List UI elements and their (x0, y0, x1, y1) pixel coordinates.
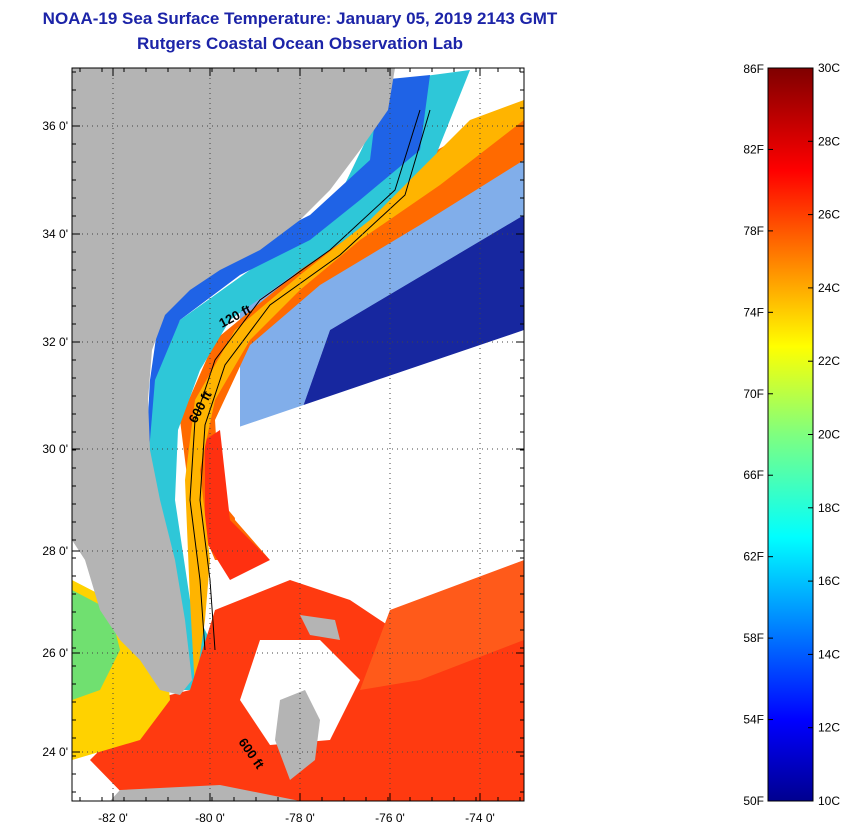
lon-label: -76 0' (375, 811, 405, 825)
map-frame (71, 67, 525, 802)
colorbar-f-label: 54F (743, 713, 764, 727)
southeast-warm-band (360, 560, 524, 690)
lon-label: -82 0' (98, 811, 128, 825)
contour-600ft (199, 109, 431, 651)
axis-ticks (72, 68, 524, 801)
land-bahamas-andros (275, 690, 320, 780)
lat-label: 32 0' (42, 335, 68, 349)
longitude-labels: -82 0' -80 0' -78 0' -76 0' -74 0' (98, 811, 495, 825)
colorbar-c-label: 26C (818, 208, 840, 222)
colorbar-f-label: 62F (743, 550, 764, 564)
colorbar-celsius-labels: 30C 28C 26C 24C 22C 20C 18C 16C 14C 12C 10C (808, 61, 840, 808)
colorbar-f-label: 78F (743, 224, 764, 238)
colorbar-f-label: 50F (743, 794, 764, 808)
colorbar-c-label: 16C (818, 574, 840, 588)
lon-label: -74 0' (465, 811, 495, 825)
map-subtitle: Rutgers Coastal Ocean Observation Lab (137, 34, 463, 53)
colorbar-c-label: 20C (818, 428, 840, 442)
lat-label: 34 0' (42, 227, 68, 241)
colorbar-c-label: 28C (818, 134, 840, 148)
colorbar-c-label: 30C (818, 61, 840, 75)
colorbar-f-label: 70F (743, 387, 764, 401)
lat-label: 26 0' (42, 646, 68, 660)
lat-label: 36 0' (42, 119, 68, 133)
map-title: NOAA-19 Sea Surface Temperature: January… (42, 9, 558, 28)
colorbar-c-label: 12C (818, 721, 840, 735)
colorbar-f-label: 74F (743, 305, 764, 319)
graticule (72, 68, 524, 801)
offshore-dark-band (300, 215, 524, 415)
offshore-mixed-band (240, 150, 524, 440)
colorbar-fahrenheit-labels: 86F 82F 78F 74F 70F 66F 62F 58F 54F 50F (743, 62, 773, 808)
colorbar-c-label: 24C (818, 281, 840, 295)
colorbar-f-label: 82F (743, 142, 764, 156)
map-panel (72, 68, 524, 801)
colorbar-c-label: 10C (818, 794, 840, 808)
colorbar-f-label: 58F (743, 631, 764, 645)
contour-120ft (189, 109, 421, 651)
land-cuba (110, 785, 300, 801)
nearshore-cold-water (145, 75, 430, 470)
lat-label: 24 0' (42, 745, 68, 759)
colorbar-c-label: 22C (818, 354, 840, 368)
latitude-labels: 36 0' 34 0' 32 0' 30 0' 28 0' 26 0' 24 0' (42, 119, 68, 759)
lon-label: -80 0' (195, 811, 225, 825)
land-bahamas-grand (300, 615, 340, 640)
lat-label: 30 0' (42, 442, 68, 456)
cloud-mask (230, 330, 524, 600)
colorbar-f-label: 86F (743, 62, 764, 76)
lon-label: -78 0' (285, 811, 315, 825)
gulf-stream-core (205, 430, 270, 580)
colorbar-c-label: 18C (818, 501, 840, 515)
colorbar-c-label: 14C (818, 647, 840, 661)
colorbar (767, 67, 814, 802)
colorbar-f-label: 66F (743, 468, 764, 482)
lat-label: 28 0' (42, 544, 68, 558)
land-southeast-us (72, 68, 395, 695)
